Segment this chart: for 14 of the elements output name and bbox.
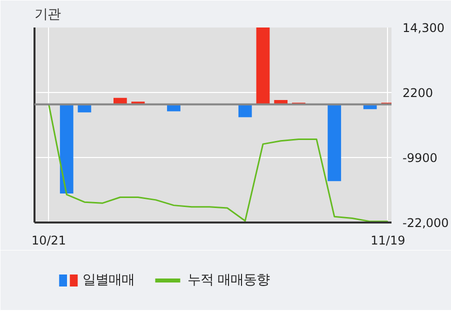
y-tick-label: 2200 bbox=[402, 86, 434, 100]
bar bbox=[328, 104, 342, 182]
line-series bbox=[48, 104, 389, 222]
bar bbox=[60, 104, 74, 194]
y-tick-label: -22,000 bbox=[402, 216, 449, 230]
legend-label: 일별매매 bbox=[82, 273, 135, 288]
legend-label: 누적 매매동향 bbox=[187, 273, 270, 288]
bar bbox=[238, 104, 252, 118]
x-tick-label: 11/19 bbox=[370, 234, 406, 248]
x-tick-label: 10/21 bbox=[31, 234, 66, 248]
bar bbox=[256, 28, 270, 104]
y-tick-label: 14,300 bbox=[402, 21, 444, 35]
chart-title: 기관 bbox=[34, 8, 60, 22]
y-tick-label: -9900 bbox=[402, 151, 438, 165]
